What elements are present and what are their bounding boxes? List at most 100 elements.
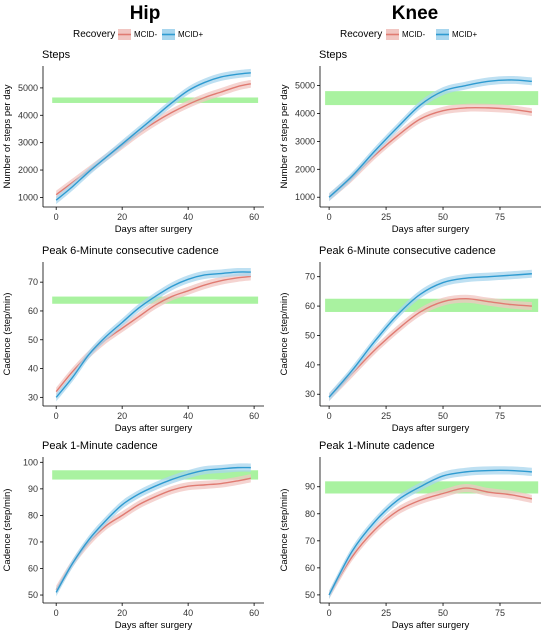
x-axis-label: Days after surgery bbox=[115, 620, 193, 631]
y-tick-label: 50 bbox=[28, 590, 38, 600]
ci-band-mcid-plus bbox=[329, 269, 532, 402]
y-tick-label: 50 bbox=[28, 335, 38, 345]
x-tick-label: 50 bbox=[438, 212, 448, 222]
series-line-mcid-plus bbox=[328, 469, 532, 596]
x-tick-label: 20 bbox=[117, 608, 127, 618]
x-tick-label: 40 bbox=[183, 411, 193, 421]
legend-label-mcid-plus: MCID+ bbox=[178, 30, 203, 39]
y-tick-label: 30 bbox=[305, 389, 315, 399]
y-tick-label: 3000 bbox=[295, 136, 315, 146]
y-tick-label: 50 bbox=[305, 330, 315, 340]
y-tick-label: 5000 bbox=[18, 83, 38, 93]
panel-title: Peak 1-Minute cadence bbox=[42, 440, 158, 452]
x-axis-label: Days after surgery bbox=[392, 620, 470, 631]
x-tick-label: 0 bbox=[327, 411, 332, 421]
legend-label-mcid-plus: MCID+ bbox=[452, 30, 477, 39]
panel-title: Peak 6-Minute consecutive cadence bbox=[42, 245, 219, 257]
panel-title: Steps bbox=[319, 49, 348, 61]
panel-title: Peak 1-Minute cadence bbox=[319, 440, 435, 452]
x-tick-label: 50 bbox=[438, 411, 448, 421]
panel-knee-1: Steps 0 25 50 75 1000 2000 3000 4000 5000 Days aft… bbox=[279, 49, 541, 235]
x-tick-label: 75 bbox=[495, 212, 505, 222]
legend-label-mcid-minus: MCID- bbox=[134, 30, 157, 39]
y-tick-label: 90 bbox=[28, 484, 38, 494]
y-tick-label: 1000 bbox=[295, 192, 315, 202]
ci-band-mcid-minus bbox=[56, 272, 251, 396]
ci-band-mcid-plus bbox=[56, 267, 251, 402]
x-tick-label: 60 bbox=[249, 411, 259, 421]
x-tick-label: 40 bbox=[183, 212, 193, 222]
x-tick-label: 0 bbox=[327, 212, 332, 222]
series-line-mcid-plus bbox=[328, 273, 532, 398]
ci-band-mcid-minus bbox=[329, 294, 532, 402]
legend-hip: Recovery MCID- MCID+ bbox=[73, 29, 203, 40]
y-tick-label: 50 bbox=[305, 590, 315, 600]
y-axis-label: Cadence (step/min) bbox=[2, 293, 13, 376]
series-line-mcid-minus bbox=[328, 487, 533, 596]
x-tick-label: 60 bbox=[249, 212, 259, 222]
legend-label-mcid-minus: MCID- bbox=[402, 30, 425, 39]
y-tick-label: 40 bbox=[28, 364, 38, 374]
panel-hip-0: Steps 0 20 40 60 1000 2000 3000 4000 5000 Days aft… bbox=[2, 49, 264, 235]
x-tick-label: 20 bbox=[117, 411, 127, 421]
series-line-mcid-plus bbox=[328, 79, 532, 198]
series-line-mcid-plus bbox=[55, 72, 251, 201]
y-axis-label: Cadence (step/min) bbox=[279, 489, 290, 572]
y-tick-label: 4000 bbox=[295, 108, 315, 118]
y-tick-label: 80 bbox=[28, 510, 38, 520]
x-tick-label: 25 bbox=[381, 608, 391, 618]
column-title-hip: Hip bbox=[130, 3, 161, 24]
ci-band-mcid-plus bbox=[56, 463, 251, 597]
legend-title: Recovery bbox=[73, 29, 115, 40]
y-tick-label: 2000 bbox=[18, 165, 38, 175]
y-axis-label: Number of steps per day bbox=[2, 84, 13, 188]
ci-band-mcid-minus bbox=[56, 79, 251, 199]
y-tick-label: 60 bbox=[305, 563, 315, 573]
y-axis-label: Cadence (step/min) bbox=[2, 489, 13, 572]
y-tick-label: 4000 bbox=[18, 110, 38, 120]
y-tick-label: 100 bbox=[23, 457, 38, 467]
panel-hip-4: Peak 1-Minute cadence 0 20 40 60 50 60 70 80 90 10… bbox=[2, 440, 264, 631]
series-line-mcid-minus bbox=[328, 298, 532, 398]
y-tick-label: 60 bbox=[28, 563, 38, 573]
x-tick-label: 40 bbox=[183, 608, 193, 618]
y-tick-label: 1000 bbox=[18, 192, 38, 202]
y-tick-label: 60 bbox=[28, 306, 38, 316]
panel-title: Peak 6-Minute consecutive cadence bbox=[319, 245, 496, 257]
x-tick-label: 0 bbox=[327, 608, 332, 618]
y-axis-label: Cadence (step/min) bbox=[279, 293, 290, 376]
x-axis-label: Days after surgery bbox=[115, 423, 193, 434]
y-tick-label: 5000 bbox=[295, 81, 315, 91]
x-axis-label: Days after surgery bbox=[392, 224, 470, 235]
x-tick-label: 25 bbox=[381, 411, 391, 421]
x-tick-label: 50 bbox=[438, 608, 448, 618]
y-tick-label: 70 bbox=[28, 277, 38, 287]
ci-band-mcid-plus bbox=[329, 76, 532, 202]
y-tick-label: 70 bbox=[305, 272, 315, 282]
ci-band-mcid-minus bbox=[56, 474, 251, 594]
x-tick-label: 0 bbox=[54, 608, 59, 618]
panel-knee-5: Peak 1-Minute cadence 0 25 50 75 50 60 70 80 90 Da… bbox=[279, 440, 541, 631]
y-tick-label: 70 bbox=[28, 537, 38, 547]
legend-title: Recovery bbox=[340, 29, 382, 40]
panel-title: Steps bbox=[42, 49, 71, 61]
mcid-threshold-band bbox=[52, 97, 259, 103]
y-tick-label: 90 bbox=[305, 482, 315, 492]
y-axis-label: Number of steps per day bbox=[279, 84, 290, 188]
y-tick-label: 3000 bbox=[18, 138, 38, 148]
x-tick-label: 75 bbox=[495, 411, 505, 421]
y-tick-label: 40 bbox=[305, 360, 315, 370]
series-line-mcid-plus bbox=[55, 466, 251, 593]
x-axis-label: Days after surgery bbox=[392, 423, 470, 434]
y-tick-label: 2000 bbox=[295, 164, 315, 174]
y-tick-label: 30 bbox=[28, 392, 38, 402]
x-tick-label: 20 bbox=[117, 212, 127, 222]
column-title-knee: Knee bbox=[392, 3, 438, 24]
legend-knee: Recovery MCID- MCID+ bbox=[340, 29, 477, 40]
y-tick-label: 80 bbox=[305, 509, 315, 519]
y-tick-label: 70 bbox=[305, 536, 315, 546]
panel-knee-3: Peak 6-Minute consecutive cadence 0 25 50 75… bbox=[279, 245, 541, 434]
panel-hip-2: Peak 6-Minute consecutive cadence 0 20 40 60… bbox=[2, 245, 264, 434]
